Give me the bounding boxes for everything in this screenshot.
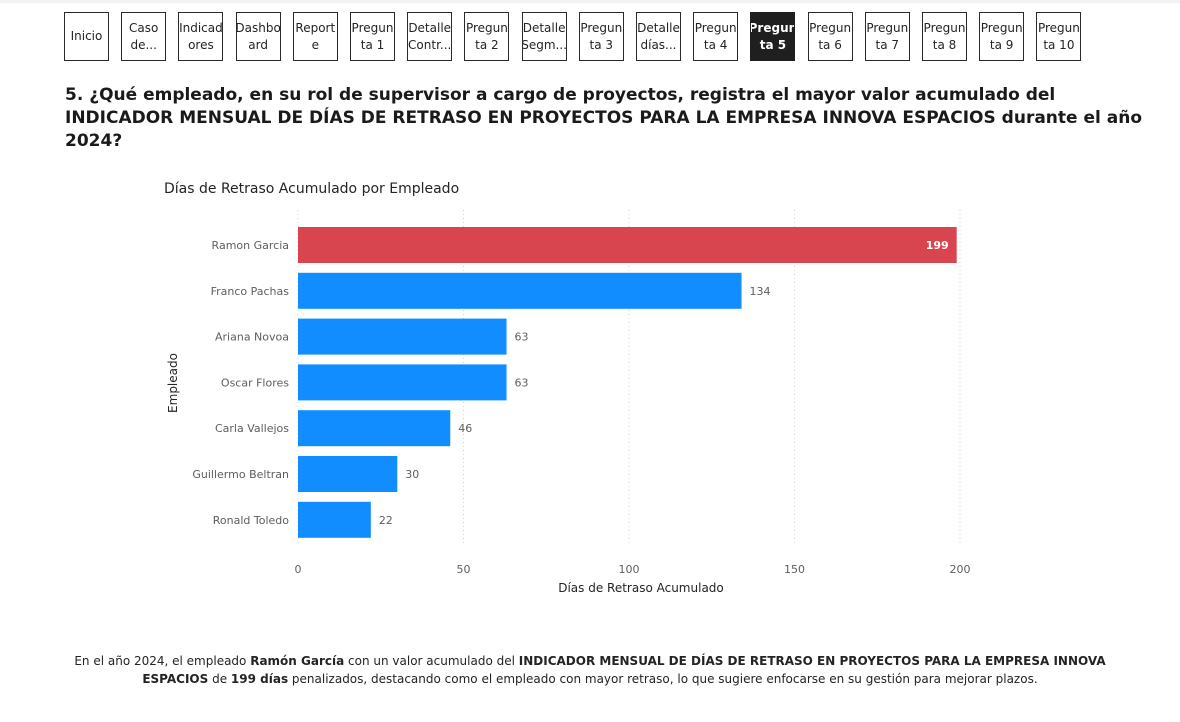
data-label: 22 (379, 514, 393, 527)
nav-button-9[interactable]: Detalle Segm... (521, 12, 567, 61)
nav-button-6[interactable]: Pregun ta 1 (350, 12, 395, 61)
nav-button-8[interactable]: Pregun ta 2 (464, 12, 510, 61)
nav-button-18[interactable]: Pregun ta 10 (1036, 12, 1082, 61)
summary-text: En el año 2024, el empleado Ramón García… (60, 652, 1120, 688)
nav-button-14[interactable]: Pregun ta 6 (807, 12, 853, 61)
nav-button-12[interactable]: Pregun ta 4 (693, 12, 739, 61)
x-tick-label: 100 (619, 563, 640, 576)
summary-part-4: penalizados, destacando como el empleado… (288, 672, 1038, 686)
bar (298, 410, 451, 447)
nav-button-3[interactable]: Indicad ores (178, 12, 224, 61)
data-label: 46 (458, 422, 472, 435)
data-label: 30 (405, 468, 419, 481)
chart-title: Días de Retraso Acumulado por Empleado (164, 181, 459, 197)
nav-button-13[interactable]: Pregun ta 5 (750, 12, 796, 61)
x-tick-label: 150 (784, 563, 805, 576)
category-label: Ariana Novoa (215, 331, 289, 344)
category-label: Guillermo Beltran (192, 468, 289, 481)
data-label: 199 (926, 239, 949, 252)
summary-employee: Ramón García (250, 654, 345, 668)
category-label: Ramon Garcia (212, 239, 289, 252)
top-divider (0, 0, 1180, 3)
summary-part-3: de (208, 672, 231, 686)
nav-button-2[interactable]: Caso de... (121, 12, 167, 61)
summary-days: 199 días (230, 672, 289, 686)
nav-button-16[interactable]: Pregun ta 8 (922, 12, 967, 61)
bar (298, 456, 398, 492)
bar (298, 318, 507, 355)
bar (298, 227, 957, 263)
x-tick-label: 200 (950, 563, 971, 576)
category-label: Carla Vallejos (215, 422, 289, 435)
x-tick-label: 0 (295, 563, 302, 576)
x-tick-label: 50 (457, 563, 471, 576)
nav-button-7[interactable]: Detalle Contr... (407, 12, 453, 61)
data-label: 63 (515, 376, 529, 389)
nav-button-1[interactable]: Inicio (64, 12, 109, 61)
nav-button-11[interactable]: Detalle días... (636, 12, 681, 61)
bar (298, 364, 507, 401)
category-label: Oscar Flores (221, 376, 289, 389)
bar (298, 272, 742, 309)
summary-part-2: con un valor acumulado del (344, 654, 519, 668)
data-label: 134 (750, 285, 771, 298)
nav-button-15[interactable]: Pregun ta 7 (864, 12, 910, 61)
category-label: Ronald Toledo (213, 514, 290, 527)
question-title: 5. ¿Qué empleado, en su rol de superviso… (65, 85, 1143, 151)
bar (298, 501, 371, 538)
nav-button-4[interactable]: Dashbo ard (235, 12, 281, 61)
x-axis-label: Días de Retraso Acumulado (558, 581, 724, 595)
nav-button-10[interactable]: Pregun ta 3 (578, 12, 624, 61)
data-label: 63 (515, 331, 529, 344)
y-axis-label: Empleado (166, 353, 180, 413)
nav-button-5[interactable]: Report e (292, 12, 338, 61)
summary-indicator: INDICADOR MENSUAL DE DÍAS DE RETRASO EN … (142, 654, 1106, 686)
summary-part-1: En el año 2024, el empleado (74, 654, 251, 668)
category-label: Franco Pachas (211, 285, 290, 298)
nav-button-17[interactable]: Pregun ta 9 (979, 12, 1025, 61)
